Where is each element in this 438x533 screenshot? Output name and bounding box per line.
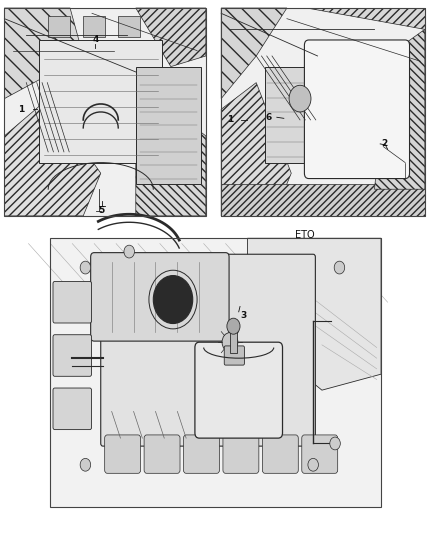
FancyBboxPatch shape: [105, 435, 141, 473]
Bar: [118, 16, 140, 37]
FancyBboxPatch shape: [53, 335, 92, 376]
Polygon shape: [374, 29, 425, 189]
Bar: [221, 8, 425, 216]
Circle shape: [153, 276, 193, 324]
Bar: [136, 67, 201, 184]
FancyBboxPatch shape: [304, 40, 410, 179]
Polygon shape: [221, 8, 287, 99]
Polygon shape: [4, 99, 101, 216]
Circle shape: [289, 85, 311, 112]
FancyBboxPatch shape: [195, 342, 283, 438]
Text: 2: 2: [381, 140, 388, 148]
Circle shape: [80, 261, 91, 274]
Bar: [221, 184, 425, 216]
Text: 3: 3: [240, 311, 247, 320]
Text: 1: 1: [227, 116, 233, 124]
Bar: [50, 238, 381, 507]
FancyBboxPatch shape: [91, 253, 229, 341]
FancyBboxPatch shape: [223, 435, 259, 473]
Bar: [48, 16, 70, 37]
Circle shape: [222, 333, 238, 352]
Bar: [230, 332, 237, 353]
Polygon shape: [221, 83, 291, 216]
Text: 4: 4: [92, 36, 99, 44]
FancyBboxPatch shape: [302, 435, 338, 473]
Polygon shape: [136, 8, 206, 67]
Polygon shape: [136, 109, 206, 216]
Polygon shape: [309, 8, 425, 29]
Polygon shape: [4, 8, 83, 99]
FancyBboxPatch shape: [184, 435, 219, 473]
Text: 5: 5: [99, 206, 105, 215]
FancyBboxPatch shape: [53, 281, 92, 323]
Polygon shape: [247, 238, 381, 390]
Text: 6: 6: [266, 113, 272, 122]
Circle shape: [330, 437, 340, 450]
FancyBboxPatch shape: [262, 435, 298, 473]
Text: 1: 1: [18, 105, 24, 114]
Bar: [50, 238, 381, 507]
Circle shape: [227, 318, 240, 334]
Bar: [39, 40, 162, 163]
FancyBboxPatch shape: [144, 435, 180, 473]
Circle shape: [334, 261, 345, 274]
Bar: [4, 8, 206, 216]
Bar: [265, 67, 309, 163]
FancyBboxPatch shape: [224, 346, 244, 365]
FancyBboxPatch shape: [101, 254, 315, 446]
Circle shape: [124, 245, 134, 258]
Circle shape: [80, 458, 91, 471]
Bar: [4, 8, 206, 216]
FancyBboxPatch shape: [53, 388, 92, 430]
Bar: [83, 16, 105, 37]
Circle shape: [308, 458, 318, 471]
Bar: [221, 8, 425, 216]
Text: ETO: ETO: [295, 230, 314, 239]
